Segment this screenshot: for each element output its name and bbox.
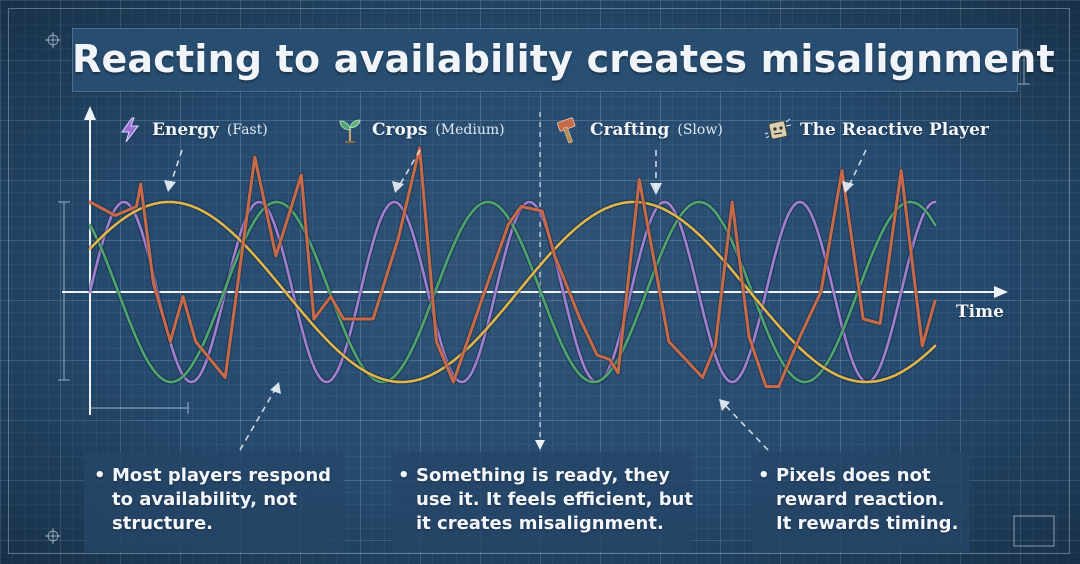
bullet-icon: • — [398, 465, 410, 486]
bullet-icon: • — [94, 465, 106, 486]
note-line: to availability, not — [112, 489, 297, 510]
note-line: reward reaction. — [776, 489, 945, 510]
arrowhead — [164, 180, 176, 192]
note-line: it creates misalignment. — [416, 513, 664, 534]
series-line-crafting-slow — [88, 200, 937, 384]
arrowhead — [392, 181, 404, 193]
note-panel-3 — [752, 452, 970, 552]
series-line-energy-fast — [88, 200, 937, 384]
annotation-arrow-note-3 — [723, 403, 769, 451]
lightning-icon — [121, 117, 139, 143]
title-panel — [72, 28, 1018, 92]
arrowhead — [270, 382, 281, 394]
legend-label: Crafting — [590, 120, 670, 140]
note-line: use it. It feels efficient, but — [416, 489, 694, 510]
x-axis-arrow — [994, 286, 1008, 298]
legend-label: The Reactive Player — [800, 120, 989, 140]
series-line-crops-medium — [88, 200, 937, 384]
robot-icon — [764, 118, 792, 140]
corner-crosshair-bottom-left — [45, 528, 61, 544]
series-line-the-reactive-player — [88, 146, 937, 388]
blueprint-frame — [8, 8, 1070, 554]
legend-item-energy: Energy (Fast) — [116, 114, 268, 146]
sprout-icon — [339, 119, 361, 143]
legend-item-crops: Crops (Medium) — [336, 114, 505, 146]
note-3: • Pixels does not reward reaction. It rew… — [758, 464, 958, 536]
hammer-icon — [556, 117, 576, 144]
bullet-icon: • — [758, 465, 770, 486]
corner-crosshair-top-left — [45, 32, 61, 48]
y-axis-arrow — [84, 106, 96, 120]
annotation-arrow-note-1 — [239, 387, 277, 451]
corner-crosshair-top-right — [1018, 49, 1030, 85]
series-shadow-the-reactive-player — [88, 145, 938, 389]
note-panel-1 — [84, 452, 344, 552]
corner-box-bottom-right — [1013, 515, 1055, 547]
legend-item-reactive-player: The Reactive Player — [764, 114, 989, 146]
note-line: It rewards timing. — [776, 513, 959, 534]
legend-speed: (Fast) — [226, 122, 268, 138]
note-line: Something is ready, they — [416, 465, 670, 486]
center-divider-arrow — [535, 440, 545, 450]
note-line: structure. — [112, 513, 214, 534]
legend-speed: (Medium) — [435, 122, 505, 138]
note-panel-2 — [392, 452, 692, 552]
note-line: Pixels does not — [776, 465, 931, 486]
annotation-arrow-energy — [169, 149, 183, 187]
legend-label: Energy — [152, 120, 219, 140]
note-2: • Something is ready, they use it. It fee… — [398, 464, 693, 536]
annotation-arrow-crops — [397, 149, 421, 189]
annotation-arrow-reactive — [847, 149, 867, 189]
note-line: Most players respond — [112, 465, 332, 486]
arrowhead — [719, 399, 730, 411]
arrowhead — [842, 181, 854, 193]
legend-item-crafting: Crafting (Slow) — [554, 114, 723, 146]
x-axis-label: Time — [956, 302, 1004, 322]
note-1: • Most players respond to availability, n… — [94, 464, 331, 536]
page-title: Reacting to availability creates misalig… — [72, 37, 1055, 81]
legend-speed: (Slow) — [677, 122, 723, 138]
legend-label: Crops — [372, 120, 428, 140]
arrowhead — [650, 183, 662, 195]
